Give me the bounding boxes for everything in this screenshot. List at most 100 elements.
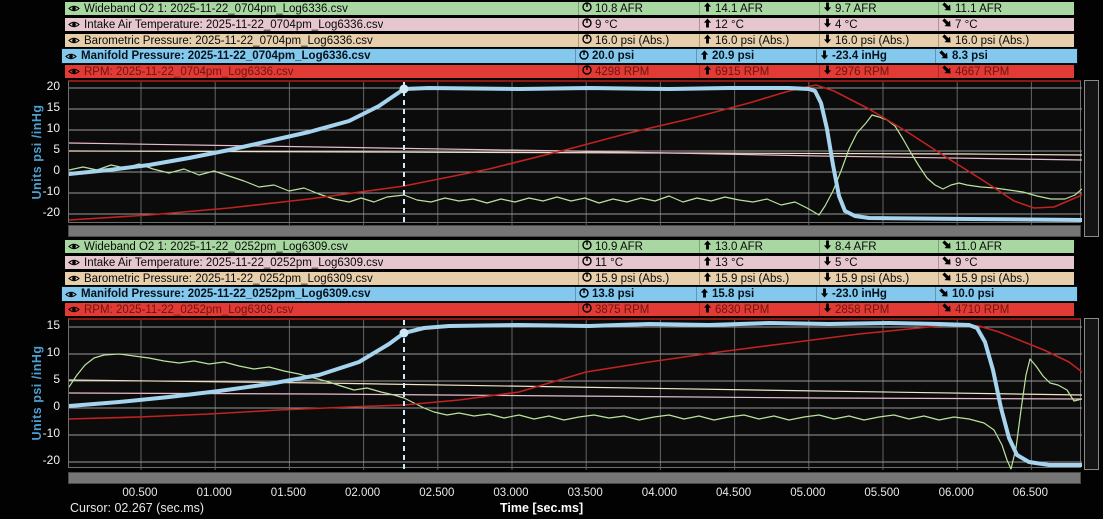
stat-min-value: -23.4 inHg: [816, 49, 887, 63]
stat-end-value: 4710 RPM: [938, 303, 1009, 316]
eye-visibility-icon[interactable]: [68, 4, 80, 13]
stat-value-text: 15.9 psi (Abs.): [595, 272, 670, 285]
stat-max-value: 13 °C: [699, 256, 744, 269]
max-icon: [703, 18, 712, 31]
stat-min-value: 5 °C: [819, 256, 858, 269]
panel2-horizontal-scrollbar[interactable]: [68, 472, 1081, 484]
stat-end-value: 9 °C: [938, 256, 978, 269]
panel2-plot-area[interactable]: [68, 318, 1082, 470]
cursor-dot[interactable]: [399, 328, 409, 338]
y-axis-tick-label: 5: [53, 372, 60, 386]
stat-end-value: 11.0 AFR: [938, 240, 1002, 253]
panel1-plot-area[interactable]: [68, 80, 1082, 225]
legend-row[interactable]: Wideband O2 1: 2025-11-22_0704pm_Log6336…: [64, 1, 1075, 16]
time-tick-label: 01.000: [196, 487, 232, 499]
stat-min-value: 2976 RPM: [819, 65, 889, 78]
legend-row[interactable]: Barometric Pressure: 2025-11-22_0704pm_L…: [64, 33, 1075, 48]
eye-visibility-icon[interactable]: [68, 36, 80, 45]
stat-value-text: 6915 RPM: [715, 65, 770, 78]
trace-barometric-pressure: [69, 379, 1082, 396]
stat-value-text: 13 °C: [715, 256, 744, 269]
stat-value-text: 12 °C: [715, 18, 744, 31]
stat-cursor-value: 4298 RPM: [578, 65, 649, 78]
cursor-value-icon: [582, 272, 592, 285]
series-file-label: RPM: 2025-11-22_0704pm_Log6336.csv: [84, 65, 294, 78]
trace-wideband-o2-1: [69, 353, 1082, 470]
legend-row[interactable]: Manifold Pressure: 2025-11-22_0704pm_Log…: [61, 48, 1078, 64]
stat-value-text: 4710 RPM: [955, 303, 1010, 316]
eye-visibility-icon[interactable]: [65, 52, 77, 61]
max-icon: [703, 2, 712, 15]
legend-row[interactable]: RPM: 2025-11-22_0252pm_Log6309.csv 3875 R…: [64, 302, 1075, 317]
stat-value-text: -23.0 inHg: [832, 288, 887, 300]
stat-max-value: 20.9 psi: [696, 49, 754, 63]
eye-visibility-icon[interactable]: [68, 20, 80, 29]
cursor-value-icon: [579, 287, 589, 301]
time-tick-label: 03.000: [493, 487, 529, 499]
min-icon: [823, 272, 832, 285]
end-value-icon: [942, 240, 952, 253]
stat-value-text: 4298 RPM: [595, 65, 650, 78]
eye-visibility-icon[interactable]: [68, 274, 80, 283]
time-tick-label: 01.500: [270, 487, 306, 499]
stat-value-text: 15.9 psi (Abs.): [715, 272, 790, 285]
y-axis-tick-label: 10: [46, 121, 60, 135]
y-axis-tick-label: 0: [53, 399, 60, 413]
min-icon: [823, 2, 832, 15]
cursor-value-icon: [582, 303, 592, 316]
stat-min-value: 16.0 psi (Abs.): [819, 34, 909, 47]
stat-end-value: 7 °C: [938, 18, 978, 31]
stat-cursor-value: 20.0 psi: [575, 49, 634, 63]
legend-row[interactable]: RPM: 2025-11-22_0704pm_Log6336.csv 4298 R…: [64, 64, 1075, 79]
panel1-horizontal-scrollbar[interactable]: [68, 225, 1081, 237]
time-tick-label: 04.000: [641, 487, 677, 499]
eye-visibility-icon[interactable]: [68, 305, 80, 314]
eye-visibility-icon[interactable]: [68, 242, 80, 251]
stat-max-value: 15.9 psi (Abs.): [699, 272, 789, 285]
stat-value-text: 7 °C: [955, 18, 978, 31]
time-tick-label: 05.000: [790, 487, 826, 499]
legend-row[interactable]: Intake Air Temperature: 2025-11-22_0252p…: [64, 255, 1075, 270]
legend-row[interactable]: Manifold Pressure: 2025-11-22_0252pm_Log…: [61, 286, 1078, 302]
eye-visibility-icon[interactable]: [68, 67, 80, 76]
time-tick-label: 05.500: [864, 487, 900, 499]
y-axis-tick-label: 5: [53, 142, 60, 156]
stat-value-text: -23.4 inHg: [832, 50, 887, 62]
max-icon: [703, 34, 712, 47]
legend-row[interactable]: Barometric Pressure: 2025-11-22_0252pm_L…: [64, 271, 1075, 286]
series-file-label: Barometric Pressure: 2025-11-22_0252pm_L…: [84, 272, 373, 285]
trace-manifold-pressure: [69, 321, 1082, 467]
time-tick-label: 04.500: [716, 487, 752, 499]
cursor-dot[interactable]: [399, 84, 409, 94]
cursor-value-icon: [582, 18, 592, 31]
y-axis-tick-label: -10: [42, 184, 60, 198]
legend-row[interactable]: Wideband O2 1: 2025-11-22_0252pm_Log6309…: [64, 239, 1075, 254]
stat-cursor-value: 10.8 AFR: [578, 2, 643, 15]
y-axis-tick-label: -20: [42, 453, 60, 467]
stat-max-value: 13.0 AFR: [699, 240, 763, 253]
min-icon: [823, 18, 832, 31]
stat-max-value: 6830 RPM: [699, 303, 769, 316]
panel1-vertical-scrollbar[interactable]: [1084, 80, 1099, 237]
series-file-label: Manifold Pressure: 2025-11-22_0252pm_Log…: [81, 288, 371, 300]
trace-rpm: [69, 84, 1082, 221]
panel2-vertical-scrollbar[interactable]: [1084, 318, 1099, 470]
stat-cursor-value: 16.0 psi (Abs.): [578, 34, 669, 47]
eye-visibility-icon[interactable]: [68, 258, 80, 267]
stat-value-text: 15.9 psi (Abs.): [955, 272, 1030, 285]
stat-end-value: 11.1 AFR: [938, 2, 1002, 15]
legend-row[interactable]: Intake Air Temperature: 2025-11-22_0704p…: [64, 17, 1075, 32]
min-icon: [823, 303, 832, 316]
eye-visibility-icon[interactable]: [65, 290, 77, 299]
min-icon: [820, 50, 829, 63]
stat-value-text: 11 °C: [595, 256, 624, 269]
time-axis-title: Time [sec.ms]: [500, 501, 584, 515]
stat-max-value: 16.0 psi (Abs.): [699, 34, 789, 47]
end-value-icon: [942, 303, 952, 316]
stat-cursor-value: 10.9 AFR: [578, 240, 643, 253]
stat-min-value: 9.7 AFR: [819, 2, 877, 15]
stat-min-value: 2858 RPM: [819, 303, 889, 316]
end-value-icon: [942, 256, 952, 269]
y-axis-tick-label: 15: [46, 318, 60, 332]
